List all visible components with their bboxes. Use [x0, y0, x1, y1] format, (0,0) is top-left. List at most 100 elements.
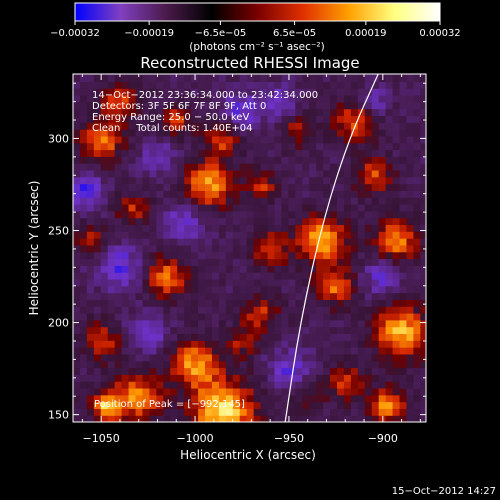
heatmap-cell — [204, 319, 213, 328]
heatmap-cell — [343, 312, 352, 321]
heatmap-cell — [295, 197, 303, 205]
heatmap-cell — [281, 94, 289, 103]
heatmap-cell — [260, 231, 269, 239]
heatmap-cell — [218, 244, 227, 253]
heatmap-cell — [330, 238, 338, 246]
heatmap-cell — [79, 190, 88, 198]
heatmap-cell — [114, 285, 123, 294]
colorbar-tick-label: 0.00032 — [419, 28, 460, 39]
heatmap-cell — [413, 115, 421, 123]
heatmap-cell — [288, 142, 296, 151]
heatmap-cell — [350, 285, 359, 294]
heatmap-cell — [350, 231, 359, 239]
heatmap-cell — [406, 176, 415, 185]
heatmap-cell — [149, 347, 157, 355]
heatmap-cell — [149, 292, 157, 300]
heatmap-cell — [316, 333, 324, 341]
heatmap-cell — [149, 88, 157, 96]
heatmap-cell — [191, 326, 199, 335]
heatmap-cell — [149, 142, 157, 151]
heatmap-cell — [204, 360, 213, 369]
heatmap-cell — [86, 183, 95, 191]
heatmap-cell — [406, 156, 415, 164]
heatmap-cell — [142, 224, 151, 232]
heatmap-cell — [316, 74, 324, 76]
heatmap-cell — [274, 408, 283, 416]
heatmap-cell — [135, 183, 144, 191]
heatmap-cell — [302, 415, 310, 422]
heatmap-cell — [198, 142, 206, 151]
heatmap-cell — [302, 265, 310, 273]
heatmap-cell — [330, 265, 338, 273]
heatmap-cell — [211, 415, 220, 422]
heatmap-cell — [350, 278, 359, 287]
heatmap-cell — [357, 74, 366, 82]
heatmap-cell — [260, 94, 269, 103]
heatmap-cell — [392, 278, 401, 287]
heatmap-cell — [288, 74, 296, 76]
heatmap-cell — [239, 272, 248, 280]
heatmap-cell — [406, 306, 415, 314]
heatmap-cell — [420, 169, 426, 178]
heatmap-cell — [135, 272, 144, 280]
heatmap-cell — [364, 217, 373, 226]
heatmap-cell — [343, 258, 352, 266]
heatmap-cell — [371, 197, 380, 205]
heatmap-cell — [135, 231, 144, 239]
heatmap-cell — [336, 285, 345, 294]
heatmap-cell — [211, 197, 220, 205]
heatmap-cell — [302, 394, 310, 403]
heatmap-cell — [198, 190, 206, 198]
heatmap-cell — [371, 258, 380, 266]
heatmap-cell — [86, 217, 95, 226]
heatmap-cell — [309, 299, 317, 307]
heatmap-cell — [93, 408, 102, 416]
heatmap-cell — [149, 122, 157, 130]
heatmap-cell — [343, 163, 352, 171]
heatmap-cell — [142, 122, 151, 130]
heatmap-cell — [246, 367, 255, 375]
heatmap-cell — [149, 94, 157, 103]
heatmap-cell — [295, 81, 303, 89]
heatmap-cell — [114, 292, 123, 300]
heatmap-cell — [114, 326, 123, 335]
heatmap-cell — [420, 224, 426, 232]
heatmap-cell — [107, 135, 116, 144]
heatmap-cell — [163, 163, 171, 171]
heatmap-cell — [420, 394, 426, 403]
heatmap-cell — [177, 129, 185, 137]
heatmap-cell — [392, 238, 401, 246]
heatmap-cell — [198, 176, 206, 185]
heatmap-cell — [392, 231, 401, 239]
heatmap-cell — [142, 81, 151, 89]
heatmap-cell — [364, 156, 373, 164]
heatmap-cell — [114, 101, 123, 110]
heatmap-cell — [121, 108, 130, 117]
heatmap-cell — [316, 326, 324, 335]
heatmap-cell — [274, 135, 283, 144]
heatmap-cell — [385, 340, 394, 348]
heatmap-cell — [392, 122, 401, 130]
heatmap-cell — [149, 415, 157, 422]
heatmap-cell — [357, 347, 366, 355]
heatmap-cell — [350, 142, 359, 151]
heatmap-cell — [281, 163, 289, 171]
heatmap-cell — [357, 387, 366, 396]
heatmap-cell — [170, 285, 178, 294]
heatmap-cell — [378, 108, 387, 117]
heatmap-cell — [149, 238, 157, 246]
heatmap-cell — [309, 244, 317, 253]
heatmap-cell — [218, 81, 227, 89]
heatmap-cell — [295, 183, 303, 191]
heatmap-cell — [406, 401, 415, 409]
heatmap-cell — [406, 244, 415, 253]
heatmap-cell — [253, 340, 262, 348]
heatmap-cell — [191, 183, 199, 191]
heatmap-cell — [260, 265, 269, 273]
heatmap-cell — [128, 347, 137, 355]
heatmap-cell — [79, 183, 88, 191]
heatmap-cell — [336, 415, 345, 422]
heatmap-cell — [107, 326, 116, 335]
heatmap-cell — [232, 156, 241, 164]
heatmap-cell — [385, 224, 394, 232]
